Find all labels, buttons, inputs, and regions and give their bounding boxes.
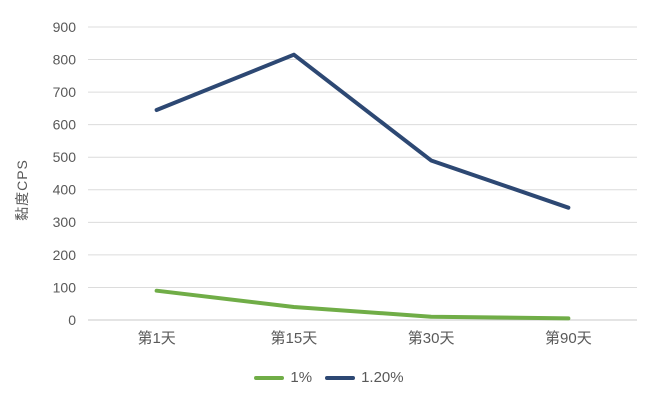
y-tick-label: 600 bbox=[53, 117, 77, 133]
y-tick-label: 0 bbox=[68, 312, 76, 328]
legend-swatch bbox=[325, 375, 356, 380]
x-axis-label: 第90天 bbox=[545, 329, 592, 347]
series-line-1% bbox=[154, 288, 571, 321]
y-tick-label: 100 bbox=[53, 279, 77, 295]
x-axis-label: 第15天 bbox=[271, 329, 318, 347]
legend: 1% 1.20% bbox=[0, 369, 658, 386]
legend-label: 1.20% bbox=[361, 369, 404, 386]
y-tick-label: 500 bbox=[53, 149, 77, 165]
legend-swatch bbox=[254, 375, 285, 380]
legend-item: 1.20% bbox=[325, 369, 404, 386]
y-tick-label: 400 bbox=[53, 182, 77, 198]
y-tick-label: 300 bbox=[53, 214, 77, 230]
y-tick-label: 800 bbox=[53, 51, 77, 67]
x-axis-label: 第1天 bbox=[137, 329, 175, 347]
x-axis-label: 第30天 bbox=[408, 329, 455, 347]
y-tick-label: 900 bbox=[53, 19, 77, 35]
y-tick-label: 200 bbox=[53, 247, 77, 263]
series-line-1.20% bbox=[154, 52, 571, 210]
y-tick-label: 700 bbox=[53, 84, 77, 100]
legend-label: 1% bbox=[290, 369, 313, 386]
legend-item: 1% bbox=[254, 369, 312, 386]
